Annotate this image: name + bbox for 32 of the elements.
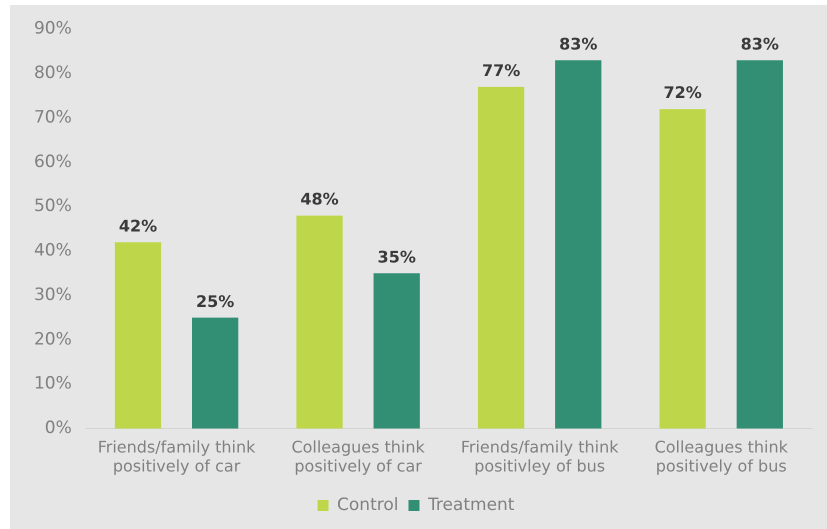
data-label: 83% — [740, 34, 779, 54]
y-tick-label: 30% — [34, 284, 72, 305]
bar — [296, 216, 343, 429]
y-tick-label: 60% — [34, 152, 72, 172]
bar — [192, 318, 238, 429]
legend-label: Control — [337, 494, 398, 515]
x-tick-label: Friends/family think positively of car — [98, 437, 256, 476]
y-tick-label: 80% — [34, 63, 72, 83]
y-tick-label: 10% — [34, 374, 72, 394]
data-label: 72% — [663, 83, 702, 102]
y-tick-label: 90% — [34, 18, 72, 39]
data-label: 25% — [196, 292, 234, 311]
data-label: 83% — [559, 34, 598, 54]
y-tick-label: 40% — [34, 240, 72, 261]
bar — [478, 86, 524, 429]
legend-label: Treatment — [426, 494, 515, 515]
bar — [659, 109, 706, 429]
bar — [374, 273, 420, 429]
data-label: 77% — [482, 61, 520, 80]
x-tick-label: Friends/family think positivley of bus — [460, 437, 620, 476]
data-label: 48% — [300, 190, 339, 209]
data-label: 35% — [378, 247, 416, 266]
bar — [736, 60, 783, 429]
x-tick-label: Colleagues think positively of bus — [654, 437, 789, 476]
y-tick-label: 20% — [34, 329, 72, 350]
y-tick-label: 0% — [44, 418, 72, 438]
bar — [555, 60, 602, 429]
x-tick-label: Colleagues think positively of car — [291, 437, 426, 476]
y-tick-label: 50% — [34, 196, 72, 216]
y-tick-label: 70% — [34, 107, 72, 128]
bar — [114, 242, 162, 429]
data-label: 42% — [118, 216, 158, 236]
